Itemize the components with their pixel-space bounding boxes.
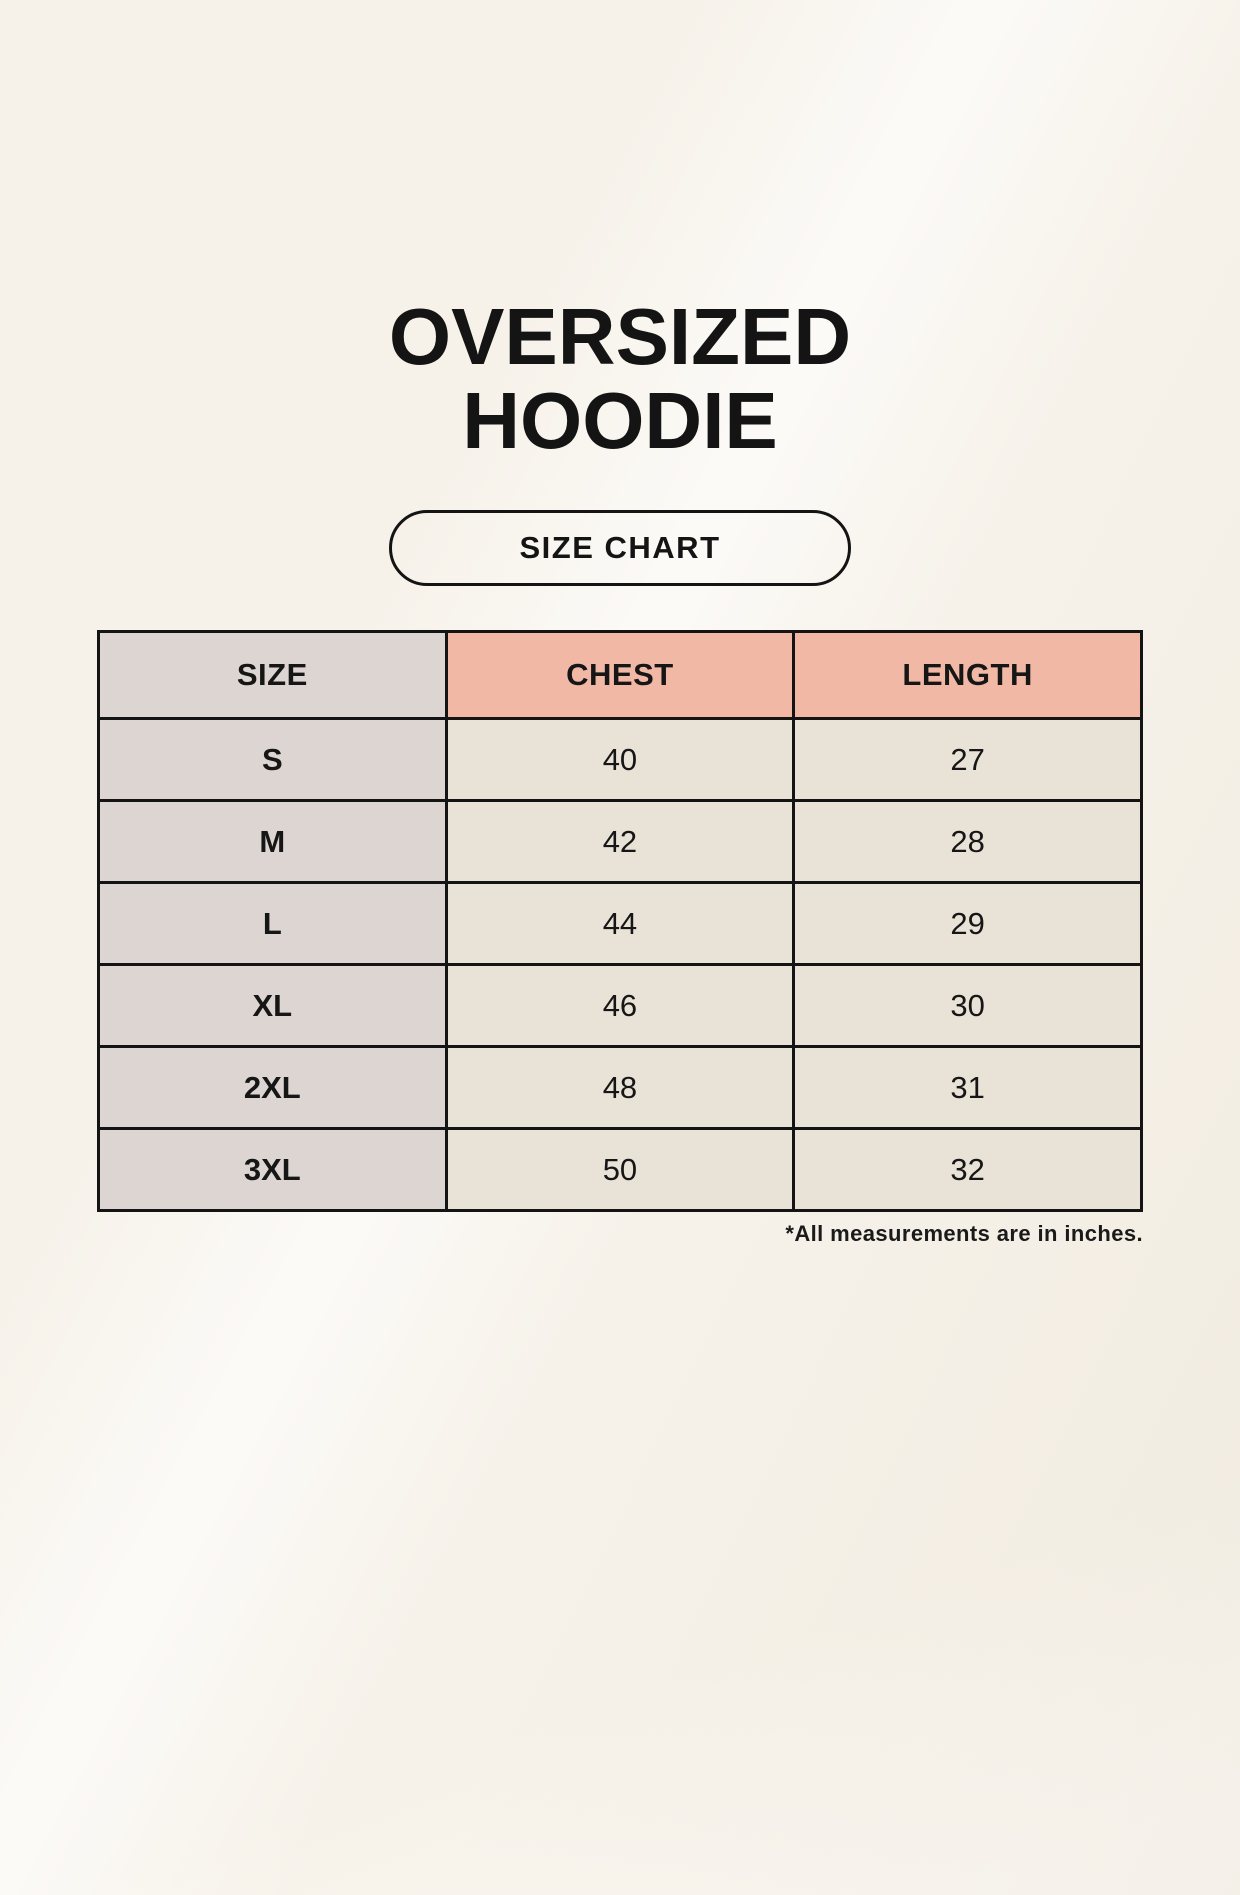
length-cell: 27 <box>792 717 1143 802</box>
size-chart-table: SIZE CHEST LENGTH S 40 27 M 42 28 L 44 2… <box>97 630 1143 1212</box>
size-chart-graphic: { "header": { "title_line1": "OVERSIZED"… <box>0 295 1240 1895</box>
length-cell: 30 <box>792 963 1143 1048</box>
table-row: L 44 29 <box>97 881 1143 966</box>
size-cell: M <box>97 799 448 884</box>
length-cell: 31 <box>792 1045 1143 1130</box>
product-title-line-2: HOODIE <box>462 376 778 465</box>
measurements-note: *All measurements are in inches. <box>785 1221 1143 1246</box>
size-cell: S <box>97 717 448 802</box>
length-cell: 28 <box>792 799 1143 884</box>
chest-cell: 40 <box>444 717 796 802</box>
column-header-length: LENGTH <box>792 630 1143 720</box>
chest-cell: 44 <box>444 881 796 966</box>
size-cell: 2XL <box>97 1045 448 1130</box>
chest-cell: 46 <box>444 963 796 1048</box>
length-cell: 29 <box>792 881 1143 966</box>
length-cell: 32 <box>792 1127 1143 1212</box>
table-row: 3XL 50 32 <box>97 1127 1143 1212</box>
column-header-chest: CHEST <box>444 630 796 720</box>
chest-cell: 48 <box>444 1045 796 1130</box>
product-title: OVERSIZED HOODIE <box>0 295 1240 463</box>
size-cell: L <box>97 881 448 966</box>
table-row: S 40 27 <box>97 717 1143 802</box>
product-title-line-1: OVERSIZED <box>388 292 852 381</box>
size-cell: 3XL <box>97 1127 448 1212</box>
size-chart-badge-label: SIZE CHART <box>519 530 721 565</box>
table-header-row: SIZE CHEST LENGTH <box>97 630 1143 720</box>
chest-cell: 42 <box>444 799 796 884</box>
chest-cell: 50 <box>444 1127 796 1212</box>
table-row: 2XL 48 31 <box>97 1045 1143 1130</box>
column-header-size: SIZE <box>97 630 448 720</box>
table-row: XL 46 30 <box>97 963 1143 1048</box>
table-row: M 42 28 <box>97 799 1143 884</box>
size-cell: XL <box>97 963 448 1048</box>
size-chart-badge[interactable]: SIZE CHART <box>389 510 851 586</box>
